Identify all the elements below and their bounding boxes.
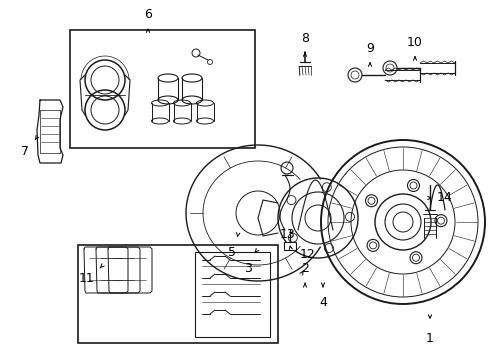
Text: 11: 11 (79, 271, 95, 284)
Text: 4: 4 (318, 296, 326, 309)
Text: 7: 7 (21, 145, 29, 158)
Text: 10: 10 (406, 36, 422, 49)
Bar (70, 30, 254, 148)
Text: 9: 9 (366, 41, 373, 54)
Text: 6: 6 (144, 9, 152, 22)
Text: 1: 1 (425, 332, 433, 345)
Text: 12: 12 (300, 248, 315, 261)
Text: 5: 5 (227, 246, 236, 258)
Text: 14: 14 (436, 192, 452, 204)
Text: 13: 13 (280, 229, 295, 242)
Bar (78, 245, 278, 343)
Bar (284, 242, 295, 250)
Text: 2: 2 (301, 261, 308, 274)
Bar (195, 252, 269, 337)
Text: 3: 3 (244, 261, 251, 274)
Text: 8: 8 (301, 31, 308, 45)
